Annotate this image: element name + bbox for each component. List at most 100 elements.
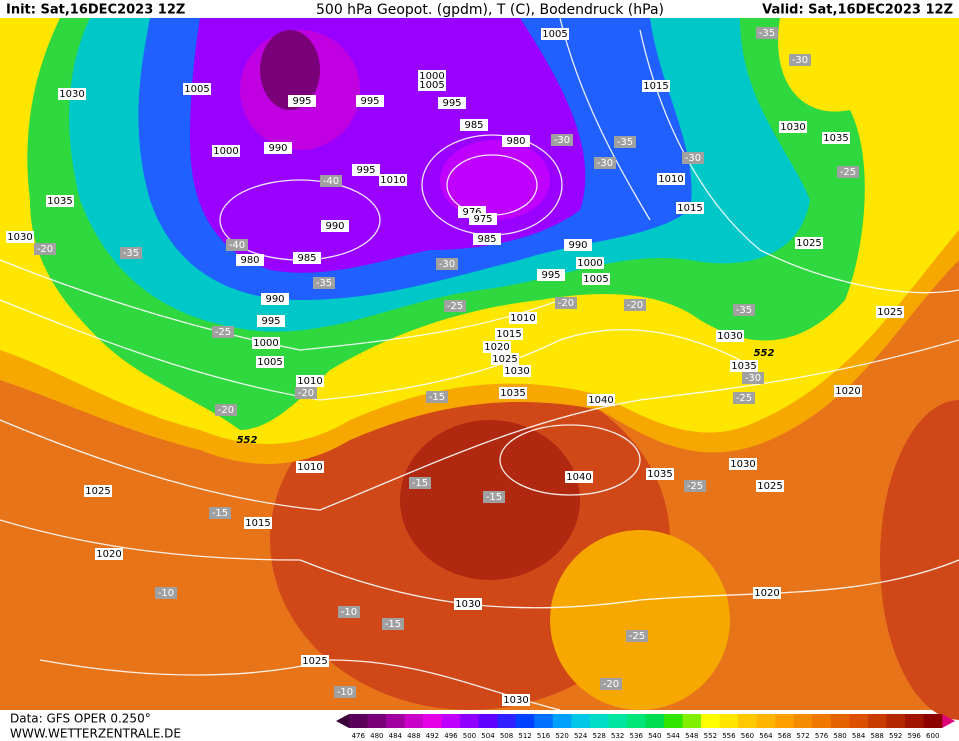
colorbar-swatch — [830, 714, 850, 728]
isobar-label-box — [46, 195, 74, 207]
isobar-label-box — [716, 330, 744, 342]
temperature-label: -15 — [385, 619, 401, 630]
isobar-label: 1030 — [7, 232, 32, 243]
isobar-label: 1030 — [504, 366, 529, 377]
isobar-label-box — [834, 385, 862, 397]
temperature-label: -30 — [745, 373, 761, 384]
colorbar-tick-label: 544 — [667, 732, 681, 740]
isobar-label: 1010 — [297, 462, 322, 473]
isobar-label: 1025 — [796, 238, 821, 249]
isobar-label: 980 — [506, 136, 525, 147]
isobar-label-box — [822, 132, 850, 144]
colorbar-tick-label: 516 — [537, 732, 551, 740]
isobar-label-box — [379, 174, 407, 186]
colorbar-tick-label: 492 — [426, 732, 439, 740]
colorbar-tick-label: 576 — [815, 732, 829, 740]
temperature-label-box — [551, 134, 573, 146]
colorbar-tick-label: 580 — [833, 732, 846, 740]
isobar-label: 995 — [292, 96, 311, 107]
isobar-label: 1035 — [823, 133, 848, 144]
temperature-label: -35 — [316, 278, 332, 289]
isobar-label-box — [756, 480, 784, 492]
colorbar-swatch — [423, 714, 442, 728]
isobar-label: 1005 — [419, 80, 444, 91]
temperature-label: -15 — [429, 392, 445, 403]
isobar-label-box — [244, 517, 272, 529]
isobar-label-box — [495, 328, 523, 340]
colorbar-swatch — [719, 714, 739, 728]
isobar-label: 1000 — [577, 258, 602, 269]
temperature-label: -25 — [447, 301, 463, 312]
isobar-label-box — [296, 461, 324, 473]
isobar-label: 1030 — [455, 599, 480, 610]
temperature-label-box — [682, 152, 704, 164]
data-source: Data: GFS OPER 0.250° — [10, 712, 151, 726]
isobar-label-box — [503, 365, 531, 377]
colorbar-low-arrow — [336, 714, 349, 728]
isobar-label-box — [438, 97, 466, 109]
colorbar-tick-label: 600 — [926, 732, 939, 740]
isobar-label: 995 — [541, 270, 560, 281]
isobar-label: 990 — [265, 294, 284, 305]
temperature-label-box — [789, 54, 811, 66]
isobar-label-box — [795, 237, 823, 249]
colorbar-swatch — [404, 714, 424, 728]
colorbar-tick-label: 480 — [370, 732, 383, 740]
colorbar: 476 480 484 488 492 496 500 504 508 512 516 520 524 5… — [336, 714, 955, 740]
isobar-label: 980 — [240, 255, 259, 266]
colorbar-tick-label: 532 — [611, 732, 624, 740]
temperature-label-box — [483, 491, 505, 503]
temperature-label: -25 — [736, 393, 752, 404]
isobar-label: 1005 — [184, 84, 209, 95]
temperature-label-box — [313, 277, 335, 289]
isobar-label: 1000 — [213, 146, 238, 157]
temperature-label-box — [212, 326, 234, 338]
temperature-label: -30 — [439, 259, 455, 270]
isobar-label: 995 — [356, 165, 375, 176]
colorbar-swatch — [849, 714, 869, 728]
temperature-label-box — [614, 136, 636, 148]
colorbar-tick-label: 540 — [648, 732, 661, 740]
colorbar-tick-label: 536 — [630, 732, 644, 740]
colorbar-swatch — [441, 714, 461, 728]
colorbar-swatch — [793, 714, 813, 728]
isobar-label: 990 — [268, 143, 287, 154]
isobar-label-box — [84, 485, 112, 497]
map-title: 500 hPa Geopot. (gpdm), T (C), Bodendruc… — [316, 2, 664, 18]
isobar-label: 1030 — [717, 331, 742, 342]
isobar-label: 1005 — [542, 29, 567, 40]
isobar-label: 1030 — [730, 459, 755, 470]
colorbar-tick-label: 588 — [870, 732, 883, 740]
colorbar-tick-label: 568 — [778, 732, 791, 740]
colorbar-tick-label: 564 — [759, 732, 773, 740]
temperature-label-box — [426, 391, 448, 403]
isobar-label: 990 — [325, 221, 344, 232]
isobar-label: 1035 — [500, 388, 525, 399]
temperature-label-box — [684, 480, 706, 492]
isobar-label: 1010 — [380, 175, 405, 186]
colorbar-tick-label: 476 — [352, 732, 366, 740]
colorbar-swatch — [478, 714, 498, 728]
temperature-label: -25 — [215, 327, 231, 338]
temperature-label-box — [733, 392, 755, 404]
colorbar-tick-label: 560 — [741, 732, 754, 740]
colorbar-swatch — [867, 714, 887, 728]
isobar-label: 1030 — [780, 122, 805, 133]
temperature-label: -20 — [218, 405, 234, 416]
temperature-label: -20 — [37, 244, 53, 255]
temperature-label-box — [733, 304, 755, 316]
temperature-label-box — [209, 507, 231, 519]
isobar-label: 1015 — [643, 81, 668, 92]
isobar-label: 1020 — [484, 342, 509, 353]
geopotential-label: 552 — [237, 435, 258, 446]
isobar-label: 1025 — [85, 486, 110, 497]
temperature-label: -30 — [792, 55, 808, 66]
temperature-label-box — [600, 678, 622, 690]
colorbar-tick-label: 528 — [592, 732, 605, 740]
temperature-label-box — [626, 630, 648, 642]
temperature-label: -20 — [298, 388, 314, 399]
colorbar-swatch — [608, 714, 628, 728]
colorbar-swatch — [738, 714, 757, 728]
temperature-label: -15 — [486, 492, 502, 503]
temperature-label-box — [155, 587, 177, 599]
